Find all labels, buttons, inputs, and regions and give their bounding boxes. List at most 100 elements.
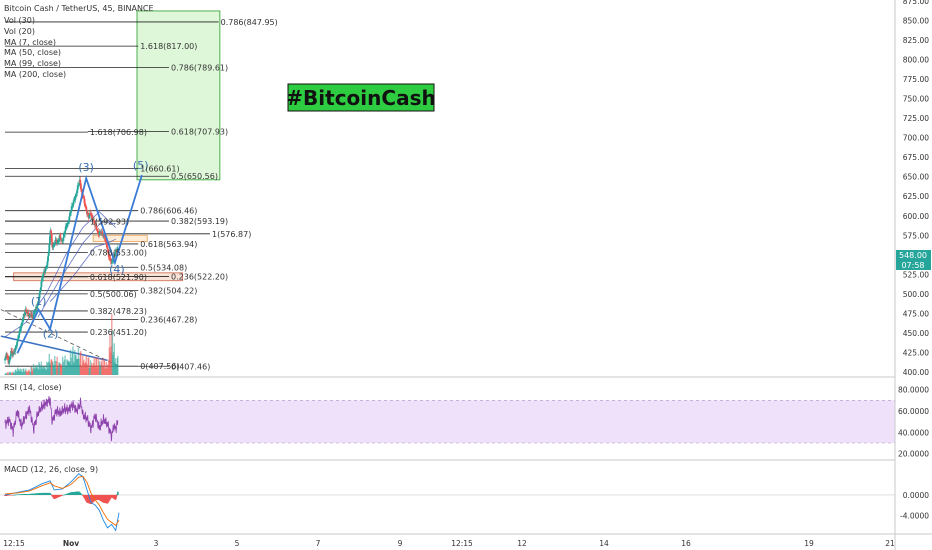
candle-body-85: [55, 239, 58, 243]
candle-body-14: [12, 351, 15, 355]
candle-body-139: [88, 214, 91, 218]
price-tick-11: 675.00: [903, 153, 929, 162]
candle-body-122: [78, 183, 80, 185]
candle-body-29: [21, 321, 24, 323]
rsi-tick-1: 60.0000: [898, 407, 929, 416]
candle-body-107: [69, 212, 71, 217]
candle-body-142: [90, 213, 93, 216]
fib-label-1: 1.618(817.00): [140, 42, 197, 51]
candlesticks-layer: [4, 176, 119, 367]
candle-body-21: [16, 338, 19, 342]
macd-tick-0: 0.0000: [903, 491, 929, 500]
candle-body-182: [114, 252, 117, 256]
ma-line-2: [49, 238, 116, 302]
rsi-line: [4, 395, 119, 442]
macd-tick-1: -4.0000: [900, 511, 929, 520]
macd-hist-76: [50, 494, 52, 495]
candle-body-102: [65, 226, 68, 228]
candle-body-181: [113, 255, 116, 257]
candle-body-33: [24, 311, 26, 316]
candle-body-30: [22, 317, 25, 322]
price-tick-8: 600.00: [903, 212, 929, 221]
legend-ma-200[interactable]: MA (200, close): [4, 70, 66, 79]
candle-body-152: [96, 230, 99, 231]
rsi-title[interactable]: RSI (14, close): [4, 383, 62, 392]
candle-body-79: [52, 246, 54, 248]
candle-body-170: [107, 249, 110, 253]
candle-body-129: [82, 195, 85, 197]
fib-label-20: 0.236(451.20): [90, 328, 147, 337]
candle-body-23: [18, 334, 20, 338]
candle-body-61: [41, 279, 43, 282]
legend-vol-20[interactable]: Vol (20): [4, 27, 35, 36]
fib-label-5: 1(660.61): [140, 164, 179, 173]
candle-body-121: [77, 184, 80, 186]
elliott-wave-layer: (1) (2) (3) (4) (5): [16, 159, 149, 354]
candle-body-119: [76, 189, 79, 194]
candle-body-177: [111, 261, 114, 262]
candle-body-9: [9, 355, 12, 359]
fib-label-8: 0.382(593.19): [171, 217, 228, 226]
candle-body-58: [39, 290, 42, 293]
candle-body-28: [21, 322, 23, 324]
candle-body-144: [91, 215, 94, 219]
volume-bars-layer: [4, 314, 119, 375]
time-axis[interactable]: 12:15 Nov 3 5 7 9 12:15 12 14 16 19 21: [3, 539, 895, 548]
fib-label-12: 0.786(553.00): [90, 248, 147, 257]
rsi-tick-3: 20.0000: [898, 450, 929, 459]
macd-hist-183: [115, 494, 117, 499]
volume-bar-151: [95, 357, 98, 375]
legend-vol-30[interactable]: Vol (30): [4, 16, 35, 25]
candle-body-132: [84, 203, 86, 207]
legend-ma-7[interactable]: MA (7, close): [4, 38, 56, 47]
legend-ma-50[interactable]: MA (50, close): [4, 48, 61, 57]
candle-body-78: [51, 242, 54, 248]
candle-body-4: [6, 354, 9, 356]
candle-body-70: [46, 261, 49, 266]
candle-body-92: [59, 237, 62, 241]
ma-line-0: [4, 211, 116, 338]
candle-body-137: [87, 213, 90, 216]
fib-label-7: 0.786(606.46): [140, 207, 197, 216]
price-tick-15: 775.00: [903, 75, 929, 84]
price-tick-0: 400.00: [903, 368, 929, 377]
candle-body-178: [112, 260, 114, 262]
wave-path: [16, 174, 143, 354]
price-tick-18: 850.00: [903, 16, 929, 25]
candle-body-40: [28, 314, 31, 317]
candle-body-165: [104, 237, 107, 240]
candle-body-115: [73, 199, 76, 201]
candle-body-130: [82, 196, 85, 199]
fib-label-2: 0.786(789.61): [171, 64, 228, 73]
candle-body-185: [116, 249, 119, 251]
zone-target: [136, 10, 221, 181]
candle-body-166: [104, 239, 107, 241]
candle-body-19: [15, 345, 18, 347]
legend-ma-99[interactable]: MA (99, close): [4, 59, 61, 68]
macd-hist-186: [117, 491, 119, 495]
volume-bar-186: [117, 355, 119, 375]
time-tick-2: 3: [154, 539, 159, 548]
candle-body-45: [31, 314, 34, 318]
price-tick-2: 450.00: [903, 329, 929, 338]
candle-body-148: [93, 222, 96, 226]
rsi-band: [0, 400, 895, 443]
time-tick-9: 16: [681, 539, 691, 548]
price-tick-19: 875.00: [903, 0, 929, 6]
candle-body-156: [98, 231, 101, 235]
candle-body-89: [58, 239, 60, 242]
volume-bar-57: [38, 363, 41, 375]
candle-body-96: [62, 237, 65, 241]
volume-bar-112: [72, 346, 74, 375]
candle-body-75: [49, 230, 52, 237]
candle-body-174: [109, 257, 112, 262]
candle-body-31: [22, 315, 25, 318]
macd-title[interactable]: MACD (12, 26, close, 9): [4, 465, 98, 474]
time-tick-1: Nov: [63, 539, 79, 548]
candle-body-140: [89, 212, 91, 215]
candle-body-141: [89, 212, 92, 214]
price-tick-9: 625.00: [903, 192, 929, 201]
candle-body-57: [38, 292, 41, 299]
candle-body-100: [64, 226, 67, 231]
